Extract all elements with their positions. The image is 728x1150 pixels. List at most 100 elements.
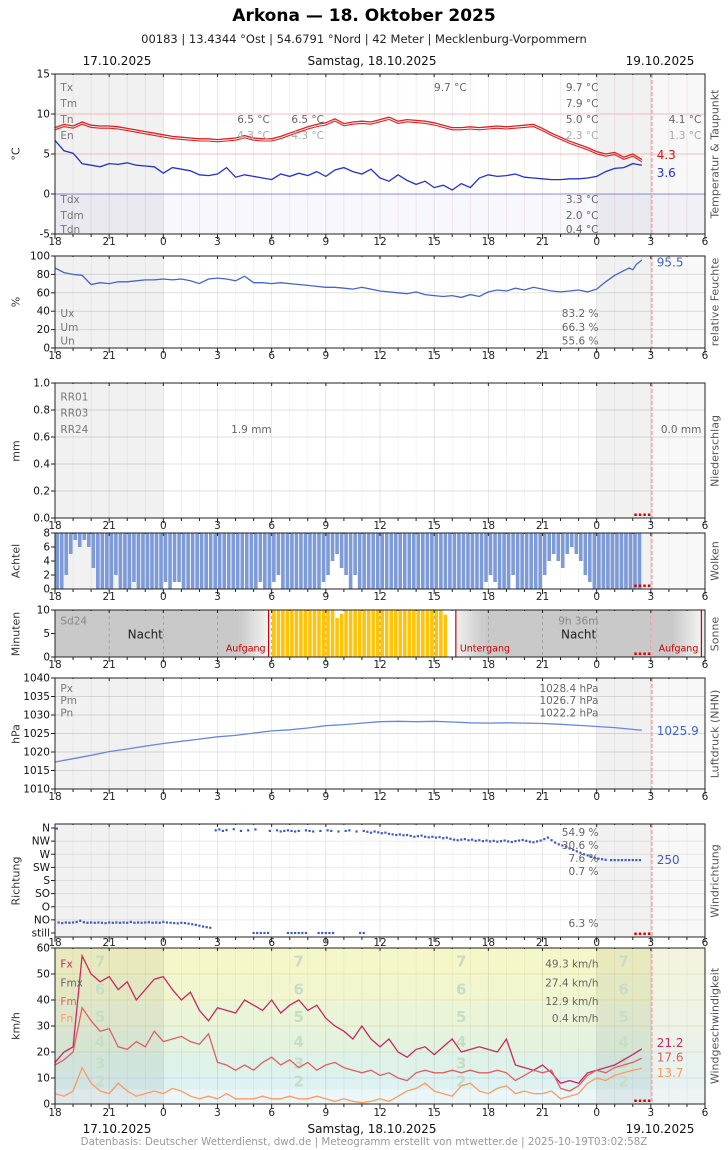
press-unit-label: hPa <box>9 723 23 744</box>
svg-text:6: 6 <box>456 981 466 999</box>
svg-text:0: 0 <box>160 591 167 603</box>
svg-text:0.4 °C: 0.4 °C <box>566 224 599 236</box>
wdir-axis-title: Windrichtung <box>708 843 722 918</box>
date-left-bottom: 17.10.2025 <box>82 1122 152 1136</box>
svg-text:7: 7 <box>456 953 466 971</box>
svg-text:0.6: 0.6 <box>33 432 50 444</box>
svg-text:4.3: 4.3 <box>657 148 676 162</box>
svg-text:1.9 mm: 1.9 mm <box>231 424 272 436</box>
svg-text:2: 2 <box>95 1072 105 1090</box>
svg-text:Tn: Tn <box>59 114 73 126</box>
svg-text:80: 80 <box>37 269 50 281</box>
svg-text:3: 3 <box>214 937 221 949</box>
svg-text:5: 5 <box>294 1008 304 1026</box>
svg-text:2.0 °C: 2.0 °C <box>566 210 599 222</box>
svg-text:9: 9 <box>322 236 329 248</box>
svg-text:3: 3 <box>647 236 654 248</box>
svg-text:6: 6 <box>268 1107 275 1119</box>
sun-axis-title: Sonne <box>708 616 722 651</box>
date-row-bottom: 17.10.2025 Samstag, 18.10.2025 19.10.202… <box>0 1122 728 1138</box>
svg-text:SW: SW <box>33 862 51 874</box>
svg-text:18: 18 <box>48 791 61 803</box>
svg-text:15: 15 <box>427 520 440 532</box>
svg-text:15: 15 <box>427 591 440 603</box>
svg-text:18: 18 <box>482 1107 495 1119</box>
svg-text:15: 15 <box>427 350 440 362</box>
svg-text:Untergang: Untergang <box>460 643 510 654</box>
svg-text:5: 5 <box>43 628 50 640</box>
svg-text:9.7 °C: 9.7 °C <box>566 82 599 94</box>
svg-text:40: 40 <box>37 306 50 318</box>
svg-text:3: 3 <box>214 236 221 248</box>
svg-text:9: 9 <box>322 350 329 362</box>
svg-text:3: 3 <box>647 937 654 949</box>
svg-text:3: 3 <box>647 591 654 603</box>
svg-text:5: 5 <box>95 1008 105 1026</box>
svg-text:4: 4 <box>456 1033 466 1051</box>
svg-text:21: 21 <box>102 1107 115 1119</box>
svg-text:Ux: Ux <box>60 308 74 320</box>
svg-text:4.3 °C: 4.3 °C <box>291 130 324 142</box>
svg-text:0.8: 0.8 <box>33 405 50 417</box>
svg-text:1022.2 hPa: 1022.2 hPa <box>539 707 598 719</box>
svg-text:3: 3 <box>95 1054 105 1072</box>
svg-text:12: 12 <box>373 937 386 949</box>
svg-text:2: 2 <box>43 570 50 582</box>
svg-text:0: 0 <box>593 236 600 248</box>
precip-axis-title: Niederschlag <box>708 414 722 487</box>
svg-text:1035: 1035 <box>23 691 50 703</box>
date-right: 19.10.2025 <box>625 54 695 68</box>
svg-text:13.7: 13.7 <box>657 1066 684 1080</box>
svg-text:Tdm: Tdm <box>59 210 83 222</box>
svg-text:55.6 %: 55.6 % <box>562 336 599 348</box>
svg-text:W: W <box>40 849 51 861</box>
svg-text:3: 3 <box>214 1107 221 1119</box>
svg-text:9: 9 <box>322 1107 329 1119</box>
wspd-unit-label: km/h <box>9 1012 23 1040</box>
svg-text:15: 15 <box>427 791 440 803</box>
svg-text:18: 18 <box>48 659 61 671</box>
svg-text:6: 6 <box>268 236 275 248</box>
svg-text:21: 21 <box>102 791 115 803</box>
svg-text:Un: Un <box>60 336 74 348</box>
svg-text:1040: 1040 <box>23 673 50 685</box>
svg-text:0: 0 <box>160 350 167 362</box>
svg-text:0: 0 <box>593 659 600 671</box>
date-center-bottom: Samstag, 18.10.2025 <box>307 1122 437 1136</box>
svg-text:60: 60 <box>37 943 50 955</box>
svg-text:12: 12 <box>373 591 386 603</box>
svg-text:21: 21 <box>102 520 115 532</box>
svg-text:4.1 °C: 4.1 °C <box>669 114 702 126</box>
svg-text:20: 20 <box>37 324 50 336</box>
svg-text:7: 7 <box>95 953 105 971</box>
svg-text:18: 18 <box>48 1107 61 1119</box>
svg-text:8: 8 <box>43 528 50 540</box>
svg-text:4: 4 <box>619 1033 629 1051</box>
svg-text:12: 12 <box>373 659 386 671</box>
svg-text:21: 21 <box>102 350 115 362</box>
svg-text:N: N <box>42 823 50 835</box>
svg-text:18: 18 <box>482 659 495 671</box>
svg-text:12: 12 <box>373 350 386 362</box>
credits-line: Datenbasis: Deutscher Wetterdienst, dwd.… <box>80 1136 648 1148</box>
svg-text:6: 6 <box>702 791 709 803</box>
svg-text:0: 0 <box>160 520 167 532</box>
svg-text:Tm: Tm <box>59 98 77 110</box>
svg-text:21: 21 <box>536 236 549 248</box>
svg-text:15: 15 <box>427 659 440 671</box>
svg-text:1.3 °C: 1.3 °C <box>669 130 702 142</box>
press-axis-title: Luftdruck (NHN) <box>708 689 722 778</box>
svg-text:7: 7 <box>294 953 304 971</box>
svg-text:9.7 °C: 9.7 °C <box>434 82 467 94</box>
svg-text:RR24: RR24 <box>60 424 88 436</box>
svg-text:0.4: 0.4 <box>33 459 50 471</box>
svg-text:5.0 °C: 5.0 °C <box>566 114 599 126</box>
svg-text:Pn: Pn <box>60 707 73 719</box>
svg-text:66.3 %: 66.3 % <box>562 322 599 334</box>
svg-text:21: 21 <box>102 236 115 248</box>
